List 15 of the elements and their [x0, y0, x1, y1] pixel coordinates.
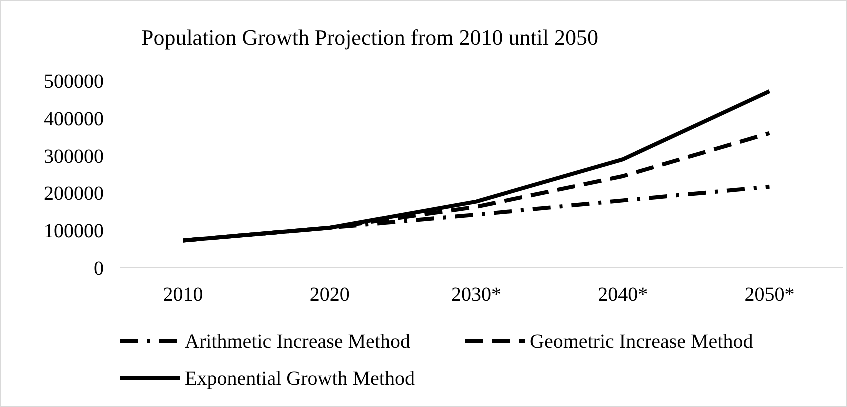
x-tick-label: 2010 [163, 284, 204, 306]
y-tick-label: 0 [94, 258, 104, 280]
legend-label: Arithmetic Increase Method [185, 331, 410, 353]
x-tick-label: 2020 [310, 284, 350, 306]
legend-label: Exponential Growth Method [185, 368, 415, 390]
y-tick-label: 300000 [44, 146, 104, 168]
x-tick-label: 2040* [598, 284, 648, 306]
x-tick-label: 2050* [744, 284, 795, 306]
y-tick-label: 100000 [44, 220, 104, 243]
y-tick-label: 500000 [44, 71, 104, 93]
chart-title: Population Growth Projection from 2010 until 2050 [141, 25, 599, 50]
legend-label: Geometric Increase Method [530, 331, 754, 353]
x-tick-label: 2030* [452, 284, 502, 306]
y-tick-label: 200000 [44, 183, 104, 206]
y-tick-label: 400000 [44, 108, 104, 130]
